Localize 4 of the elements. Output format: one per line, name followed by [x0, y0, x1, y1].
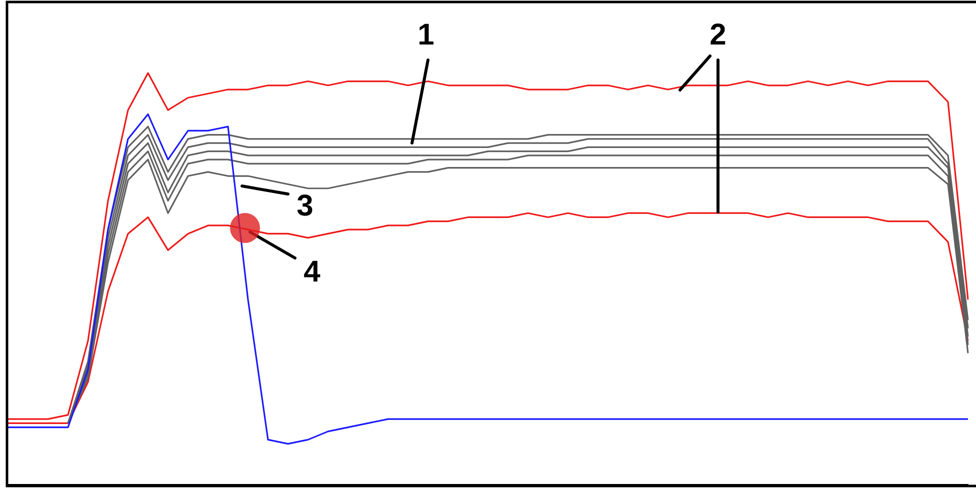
text: 1 [418, 18, 434, 52]
annotation: 3 [296, 189, 314, 222]
annotation: 4 [304, 255, 321, 288]
text: 2 [710, 18, 726, 52]
